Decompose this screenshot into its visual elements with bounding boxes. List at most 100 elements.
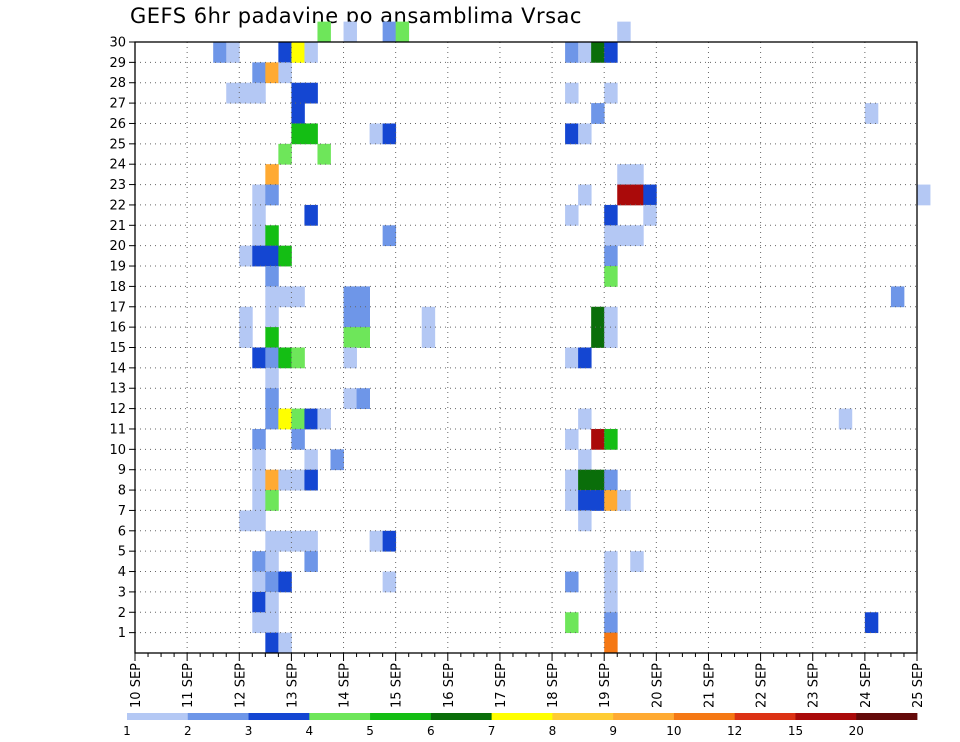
colorbar-swatch	[734, 713, 796, 720]
heatmap-cell	[213, 42, 227, 63]
heatmap-cell	[265, 388, 279, 409]
heatmap-cell	[252, 612, 266, 634]
heatmap-cell	[304, 82, 318, 104]
heatmap-cell	[604, 225, 618, 247]
y-tick-label: 7	[118, 504, 126, 519]
heatmap-cell	[604, 204, 618, 226]
heatmap-cell	[604, 327, 618, 348]
heatmap-cell	[252, 245, 266, 267]
heatmap-cell	[356, 388, 370, 409]
heatmap-cell	[343, 21, 357, 43]
heatmap-cell	[565, 428, 579, 450]
heatmap-cell	[382, 21, 397, 43]
y-tick-label: 12	[109, 402, 126, 417]
heatmap-cell	[604, 306, 618, 328]
heatmap-cell	[265, 571, 279, 593]
heatmap-cell	[278, 347, 292, 369]
heatmap-cell	[239, 82, 253, 104]
colorbar-legend: 1 2 3 4 5 6 7 8 9 10 12 15 20	[123, 713, 918, 738]
heatmap-cell	[382, 571, 397, 593]
heatmap-cell	[265, 184, 279, 206]
heatmap-cell	[239, 245, 253, 267]
heatmap-cell	[604, 551, 618, 572]
heatmap-cell	[252, 184, 266, 206]
y-tick-label: 27	[109, 97, 126, 112]
y-tick-label: 26	[109, 117, 126, 132]
heatmap-cell	[291, 469, 305, 491]
heatmap-cell	[578, 347, 592, 369]
heatmap-cell	[864, 103, 879, 124]
colorbar-tick-label: 4	[305, 724, 313, 738]
heatmap-cell	[291, 347, 305, 369]
heatmap-cell	[304, 42, 318, 63]
y-tick-label: 29	[109, 56, 126, 71]
y-axis: 1234567891011121314151617181920212223242…	[109, 36, 135, 641]
colorbar-swatch	[795, 713, 857, 720]
colorbar-swatch	[309, 713, 371, 720]
heatmap-cell	[252, 490, 266, 511]
heatmap-cell	[291, 530, 305, 552]
heatmap-cell	[565, 490, 579, 511]
heatmap-cell	[382, 123, 397, 145]
heatmap-cell	[252, 571, 266, 593]
heatmap-cell	[565, 469, 579, 491]
heatmap-cell	[864, 612, 879, 634]
heatmap-cell	[304, 123, 318, 145]
y-tick-label: 19	[109, 260, 126, 275]
heatmap-cell	[265, 632, 279, 654]
heatmap-cell	[565, 82, 579, 104]
y-tick-label: 3	[118, 585, 126, 600]
colorbar-swatch	[491, 713, 553, 720]
heatmap-cell	[604, 612, 618, 634]
heatmap-cell	[565, 42, 579, 63]
heatmap-cell	[265, 62, 279, 84]
heatmap-cell	[278, 42, 292, 63]
heatmap-cell	[578, 123, 592, 145]
y-tick-label: 24	[109, 158, 126, 173]
heatmap-cell	[252, 82, 266, 104]
x-tick-label: 11 SEP	[181, 663, 196, 708]
y-tick-label: 5	[118, 545, 126, 560]
x-tick-label: 21 SEP	[702, 663, 717, 708]
heatmap-cell	[356, 327, 370, 348]
heatmap-cell	[343, 347, 357, 369]
x-tick-label: 16 SEP	[442, 663, 457, 708]
heatmap-cell	[265, 245, 279, 267]
heatmap-cell	[265, 347, 279, 369]
colorbar-swatch	[430, 713, 493, 720]
heatmap-cell	[604, 490, 618, 511]
colorbar-swatch	[673, 713, 736, 720]
colorbar-tick-label: 9	[609, 724, 617, 738]
heatmap-cell	[265, 551, 279, 572]
heatmap-cell	[252, 551, 266, 572]
heatmap-cell	[565, 123, 579, 145]
heatmap-cell	[343, 388, 357, 409]
x-tick-label: 23 SEP	[807, 663, 822, 708]
colorbar-tick-label: 12	[727, 724, 742, 738]
heatmap-cell	[591, 428, 605, 450]
heatmap-cell	[291, 42, 305, 63]
heatmap-cell	[395, 21, 410, 43]
colorbar-tick-label: 15	[788, 724, 803, 738]
heatmap-cell	[252, 347, 266, 369]
heatmap-cell	[278, 408, 292, 430]
y-tick-label: 9	[118, 463, 126, 478]
heatmap-cell	[226, 82, 240, 104]
heatmap-cell	[838, 408, 853, 430]
heatmap-cell	[578, 490, 592, 511]
y-tick-label: 15	[109, 341, 126, 356]
heatmap-cell	[265, 490, 279, 511]
heatmap-cell	[578, 184, 592, 206]
heatmap-cell	[343, 306, 357, 328]
heatmap-cell	[565, 571, 579, 593]
heatmap-cell	[421, 306, 436, 328]
colorbar-tick-label: 7	[488, 724, 496, 738]
y-tick-label: 16	[109, 321, 126, 336]
colorbar-tick-label: 20	[849, 724, 864, 738]
heatmap-cell	[591, 306, 605, 328]
heatmap-cell	[265, 612, 279, 634]
heatmap-cell	[604, 591, 618, 613]
heatmap-cell	[604, 571, 618, 593]
heatmap-cell	[317, 21, 331, 43]
heatmap-cell	[265, 327, 279, 348]
